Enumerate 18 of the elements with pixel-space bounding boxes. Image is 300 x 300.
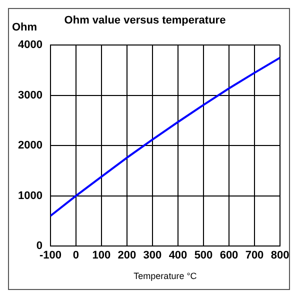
x-tick-label: 500 — [194, 250, 213, 262]
x-tick-label: 400 — [168, 250, 188, 262]
y-tick-label: 0 — [36, 240, 42, 252]
x-tick-label: 300 — [143, 250, 162, 262]
y-tick-label: 3000 — [18, 89, 42, 102]
x-tick-label: 600 — [220, 250, 238, 262]
x-tick-label: 200 — [118, 250, 136, 262]
x-tick-label: -100 — [39, 250, 62, 262]
x-tick-label: 100 — [92, 250, 111, 262]
x-tick-label: 800 — [270, 250, 290, 262]
x-axis-title: Temperature °C — [134, 271, 198, 282]
y-tick-label: 2000 — [18, 140, 42, 152]
y-tick-label: 4000 — [18, 39, 42, 52]
y-tick-label: 1000 — [18, 190, 42, 202]
x-tick-label: 700 — [245, 250, 264, 262]
x-tick-label: 0 — [72, 250, 80, 262]
y-axis-title: Ohm — [12, 22, 38, 34]
chart-title: Ohm value versus temperature — [64, 14, 226, 27]
